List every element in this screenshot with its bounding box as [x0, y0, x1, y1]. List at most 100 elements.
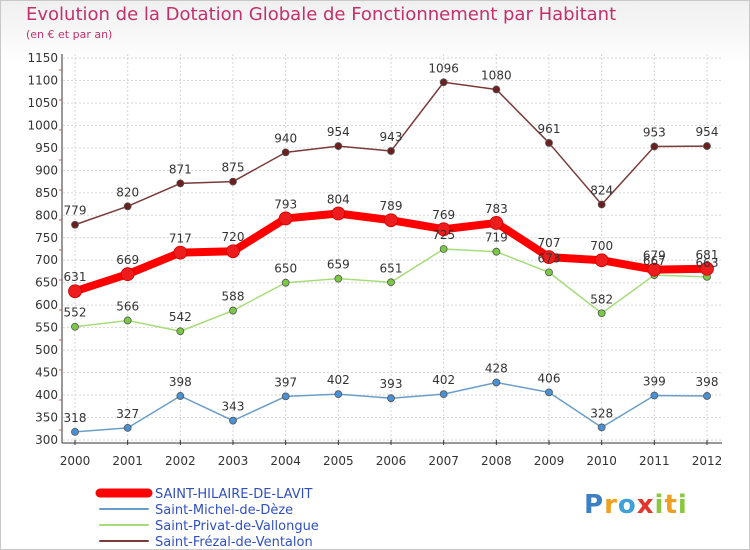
data-point [545, 388, 553, 397]
data-point [334, 142, 343, 150]
y-tick-label: 350 [35, 411, 58, 425]
data-point [492, 378, 501, 387]
data-label: 779 [64, 204, 87, 218]
proxiti-logo: Proxiti [584, 490, 688, 520]
data-point [123, 423, 132, 432]
chart-grid [63, 54, 722, 441]
data-label: 328 [590, 406, 613, 420]
data-label: 783 [485, 202, 508, 216]
y-tick-label: 950 [35, 141, 58, 155]
data-label: 398 [696, 375, 719, 389]
data-label: 588 [222, 290, 245, 304]
data-point [703, 392, 711, 400]
y-tick-label: 1150 [27, 51, 58, 65]
data-label: 940 [274, 131, 297, 145]
legend-label: SAINT-HILAIRE-DE-LAVIT [155, 487, 312, 502]
data-point [71, 322, 79, 331]
data-label: 566 [116, 299, 139, 313]
data-point [120, 267, 135, 282]
x-tick-label: 2005 [323, 454, 354, 468]
data-label: 769 [432, 208, 455, 222]
y-tick-label: 450 [35, 366, 58, 380]
data-point [489, 216, 504, 230]
data-label: 820 [116, 185, 139, 199]
data-label: 582 [590, 292, 613, 306]
y-tick-label: 1100 [27, 73, 58, 87]
y-tick-label: 800 [35, 208, 58, 222]
legend-label: Saint-Michel-de-Dèze [155, 503, 293, 518]
data-label: 552 [64, 306, 87, 320]
data-label: 402 [432, 373, 455, 387]
data-label: 542 [169, 310, 192, 324]
data-point [229, 177, 237, 186]
data-point [331, 206, 346, 221]
data-point [387, 278, 395, 287]
data-point [173, 245, 188, 260]
data-point [229, 306, 237, 315]
chart-data-labels: 779 820 871 875 940 954 943 1096 1080 961 824 953 95… [64, 61, 719, 425]
data-label: 406 [538, 371, 561, 385]
data-label: 720 [222, 230, 245, 244]
x-tick-label: 2010 [586, 454, 617, 468]
data-point [176, 327, 185, 336]
data-label: 663 [696, 256, 719, 270]
legend-label: Saint-Privat-de-Vallongue [155, 519, 319, 534]
data-label: 399 [643, 375, 666, 389]
data-label: 804 [327, 192, 350, 206]
x-tick-label: 2011 [639, 454, 670, 468]
data-label: 793 [274, 197, 297, 211]
data-point [650, 391, 659, 400]
data-label: 961 [538, 122, 561, 136]
y-tick-label: 400 [35, 388, 58, 402]
data-label: 954 [327, 125, 350, 139]
chart-axes: 300 350 400 450 500 550 600 650 700 750 800 850 900 9… [27, 51, 722, 468]
data-label: 824 [590, 184, 613, 198]
y-tick-label: 600 [35, 298, 58, 312]
data-label: 871 [169, 162, 192, 176]
y-tick-label: 750 [35, 231, 58, 245]
data-label: 700 [590, 239, 613, 253]
y-tick-label: 550 [35, 321, 58, 335]
data-point [597, 423, 606, 432]
data-point [71, 428, 79, 436]
data-label: 1096 [428, 61, 459, 75]
data-label: 327 [116, 407, 139, 421]
y-tick-label: 1000 [27, 118, 58, 132]
x-tick-label: 2006 [376, 454, 407, 468]
data-point [650, 142, 659, 151]
data-label: 717 [169, 232, 192, 246]
data-point [597, 200, 606, 209]
data-point [700, 261, 714, 276]
data-point [647, 262, 662, 277]
data-label: 719 [485, 231, 508, 245]
data-point [229, 416, 237, 425]
data-label: 725 [432, 228, 455, 242]
data-label: 659 [327, 258, 350, 272]
data-point [492, 85, 501, 94]
data-label: 681 [696, 248, 719, 262]
x-tick-label: 2002 [165, 454, 196, 468]
data-point [542, 250, 556, 264]
data-point [387, 394, 395, 403]
data-point [439, 78, 448, 87]
data-label: 789 [380, 199, 403, 213]
data-point [278, 211, 293, 226]
data-point [71, 220, 79, 229]
x-tick-label: 2007 [428, 454, 459, 468]
data-label: 875 [222, 161, 245, 175]
data-point [545, 139, 553, 147]
data-point [334, 390, 343, 399]
data-label: 402 [327, 373, 350, 387]
y-tick-label: 700 [35, 253, 58, 267]
x-tick-label: 2009 [534, 454, 565, 468]
data-point [492, 247, 501, 256]
data-label: 953 [643, 126, 666, 140]
data-point [176, 392, 185, 400]
data-label: 318 [64, 411, 87, 425]
data-point [281, 392, 290, 401]
y-tick-label: 900 [35, 163, 58, 177]
data-label: 428 [485, 361, 508, 375]
y-tick-label: 1050 [27, 96, 58, 110]
data-label: 679 [643, 249, 666, 263]
data-point [439, 390, 448, 399]
